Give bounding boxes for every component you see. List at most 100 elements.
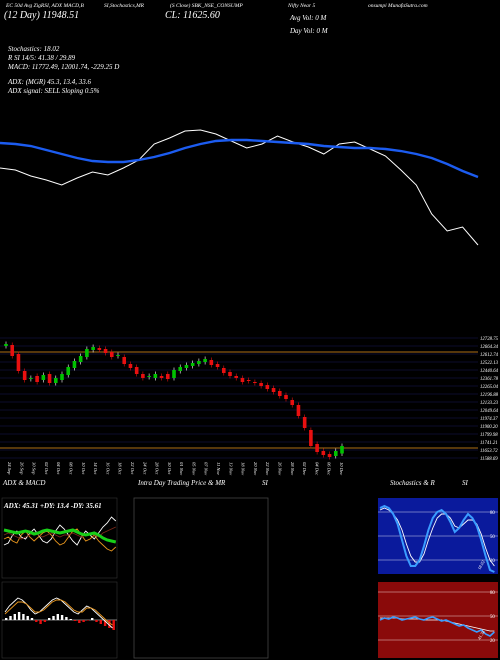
candle-body (178, 367, 183, 371)
x-tick-label: 16 Oct (105, 462, 110, 475)
candle-body (234, 376, 239, 378)
day-volume: Day Vol: 0 M (290, 27, 328, 35)
x-tick-label: 28 Oct (155, 462, 160, 475)
candle-body (85, 349, 89, 357)
candle-body (141, 374, 145, 378)
candle-body (10, 345, 15, 356)
candle-body (215, 364, 220, 367)
candle-body (103, 349, 108, 353)
macd-histogram-bar (73, 620, 77, 621)
macd-histogram-bar (5, 618, 8, 620)
candle-body (53, 378, 58, 383)
macd-histogram-bar (56, 614, 59, 620)
intraday-panel-frame (133, 497, 269, 659)
x-tick-label: 26 Sep (19, 462, 24, 475)
stoch-panel-si: SI (462, 479, 468, 487)
y-tick-label: 11974.37 (480, 417, 498, 422)
stochastics-readout: Stochastics: 18.02 (8, 45, 60, 53)
y-tick-label: 12133.23 (480, 401, 499, 406)
macd-histogram-bar (112, 620, 115, 630)
macd-histogram-bar (22, 614, 25, 620)
candle-body (22, 371, 27, 380)
y-tick-label: 12440.64 (480, 369, 499, 374)
prev-close: (12 Day) 11948.51 (4, 10, 80, 21)
rsi-line (379, 616, 495, 637)
x-tick-label: 28 Nov (290, 462, 295, 476)
macd-histogram-bar (9, 616, 12, 620)
x-tick-label: 13 Nov (228, 462, 233, 476)
candle-body (209, 360, 214, 365)
macd-line (4, 597, 113, 629)
macd-histogram-bar (99, 620, 102, 624)
macd-histogram-bar (86, 620, 90, 621)
x-tick-label: 30 Oct (167, 462, 172, 475)
x-tick-label: 24 Sep (7, 462, 12, 475)
adx-line (3, 528, 117, 552)
adx-signal: ADX signal: SELL Sloping 0.5% (8, 87, 100, 95)
header-title-2: SI,Stochastics,MR (104, 3, 145, 9)
candle-body (315, 444, 319, 452)
macd-histogram-bar (65, 617, 68, 620)
candle-body (259, 383, 263, 386)
close-value: CL: 11625.60 (165, 10, 220, 21)
candle-body (72, 361, 77, 368)
moving-average-line (0, 138, 479, 179)
x-tick-label: 10 Dec (339, 462, 344, 475)
stoch-line (379, 504, 495, 573)
x-tick-label: 08 Oct (68, 462, 73, 475)
candle-body (333, 451, 338, 456)
candle-body (147, 376, 151, 377)
candle-body (203, 359, 207, 362)
candle-body (47, 374, 52, 383)
x-tick-label: 30 Sep (32, 462, 37, 475)
x-tick-label: 26 Nov (278, 462, 283, 476)
x-tick-label: 14 Oct (93, 462, 98, 475)
price-line-chart (0, 129, 479, 246)
candle-body (302, 417, 307, 428)
y-tick-label: 12612.74 (480, 353, 499, 358)
stoch-tick-label: 50 (490, 535, 495, 540)
candle-body (184, 365, 189, 368)
candle-body (128, 364, 133, 368)
x-tick-label: 18 Oct (118, 462, 123, 475)
candle-body (172, 370, 176, 378)
x-tick-label: 22 Nov (265, 462, 270, 476)
candle-body (91, 347, 95, 350)
macd-histogram-bar (108, 620, 111, 628)
y-tick-label: 12049.64 (480, 409, 499, 414)
macd-histogram-bar (39, 620, 42, 624)
macd-histogram-bar (13, 614, 16, 620)
candle-body (16, 354, 21, 371)
candle-body (190, 363, 195, 366)
adx-panel-frame (1, 497, 118, 579)
rsi-tick-label: 80 (490, 591, 495, 596)
candle-body (159, 376, 164, 378)
stoch-tick-label: 20 (490, 559, 495, 564)
candle-body (265, 385, 270, 389)
candle-body (4, 344, 8, 346)
candle-body (327, 454, 332, 457)
candle-body (35, 376, 39, 382)
macd-histogram-bar (91, 618, 94, 620)
macd-histogram-bar (69, 619, 72, 620)
candle-body (134, 367, 139, 374)
candle-body (240, 378, 245, 382)
candle-body (66, 367, 71, 375)
candle-body (41, 375, 46, 380)
x-tick-label: 04 Dec (314, 462, 319, 475)
header-title-5: onsumpi MunafaSutra.com (368, 3, 428, 9)
adx-panel-readout: ADX: 45.31 +DY: 13.4 -DY: 35.61 (4, 502, 102, 510)
avg-volume: Avg Vol: 0 M (290, 14, 327, 22)
candle-body (153, 374, 158, 378)
y-tick-label: 11653.72 (480, 449, 498, 454)
y-tick-label: 12522.13 (480, 361, 499, 366)
macd-histogram-bar (103, 620, 107, 626)
macd-histogram-bar (30, 618, 34, 620)
macd-histogram-bar (95, 620, 98, 622)
candle-body (197, 361, 201, 364)
adx-signal-line (3, 528, 117, 544)
candle-body (284, 395, 288, 399)
x-tick-label: 06 Dec (327, 462, 332, 475)
candle-body (321, 451, 326, 455)
macd-histogram-bar (48, 618, 51, 620)
